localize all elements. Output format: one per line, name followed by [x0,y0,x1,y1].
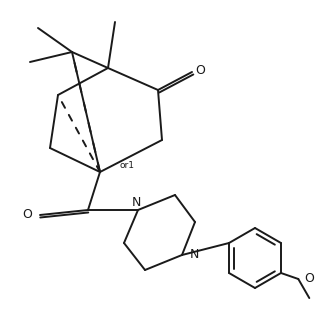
Text: O: O [22,208,32,222]
Text: O: O [304,272,314,285]
Text: N: N [131,197,141,209]
Text: O: O [195,65,205,77]
Text: N: N [190,247,199,261]
Text: or1: or1 [120,162,135,170]
